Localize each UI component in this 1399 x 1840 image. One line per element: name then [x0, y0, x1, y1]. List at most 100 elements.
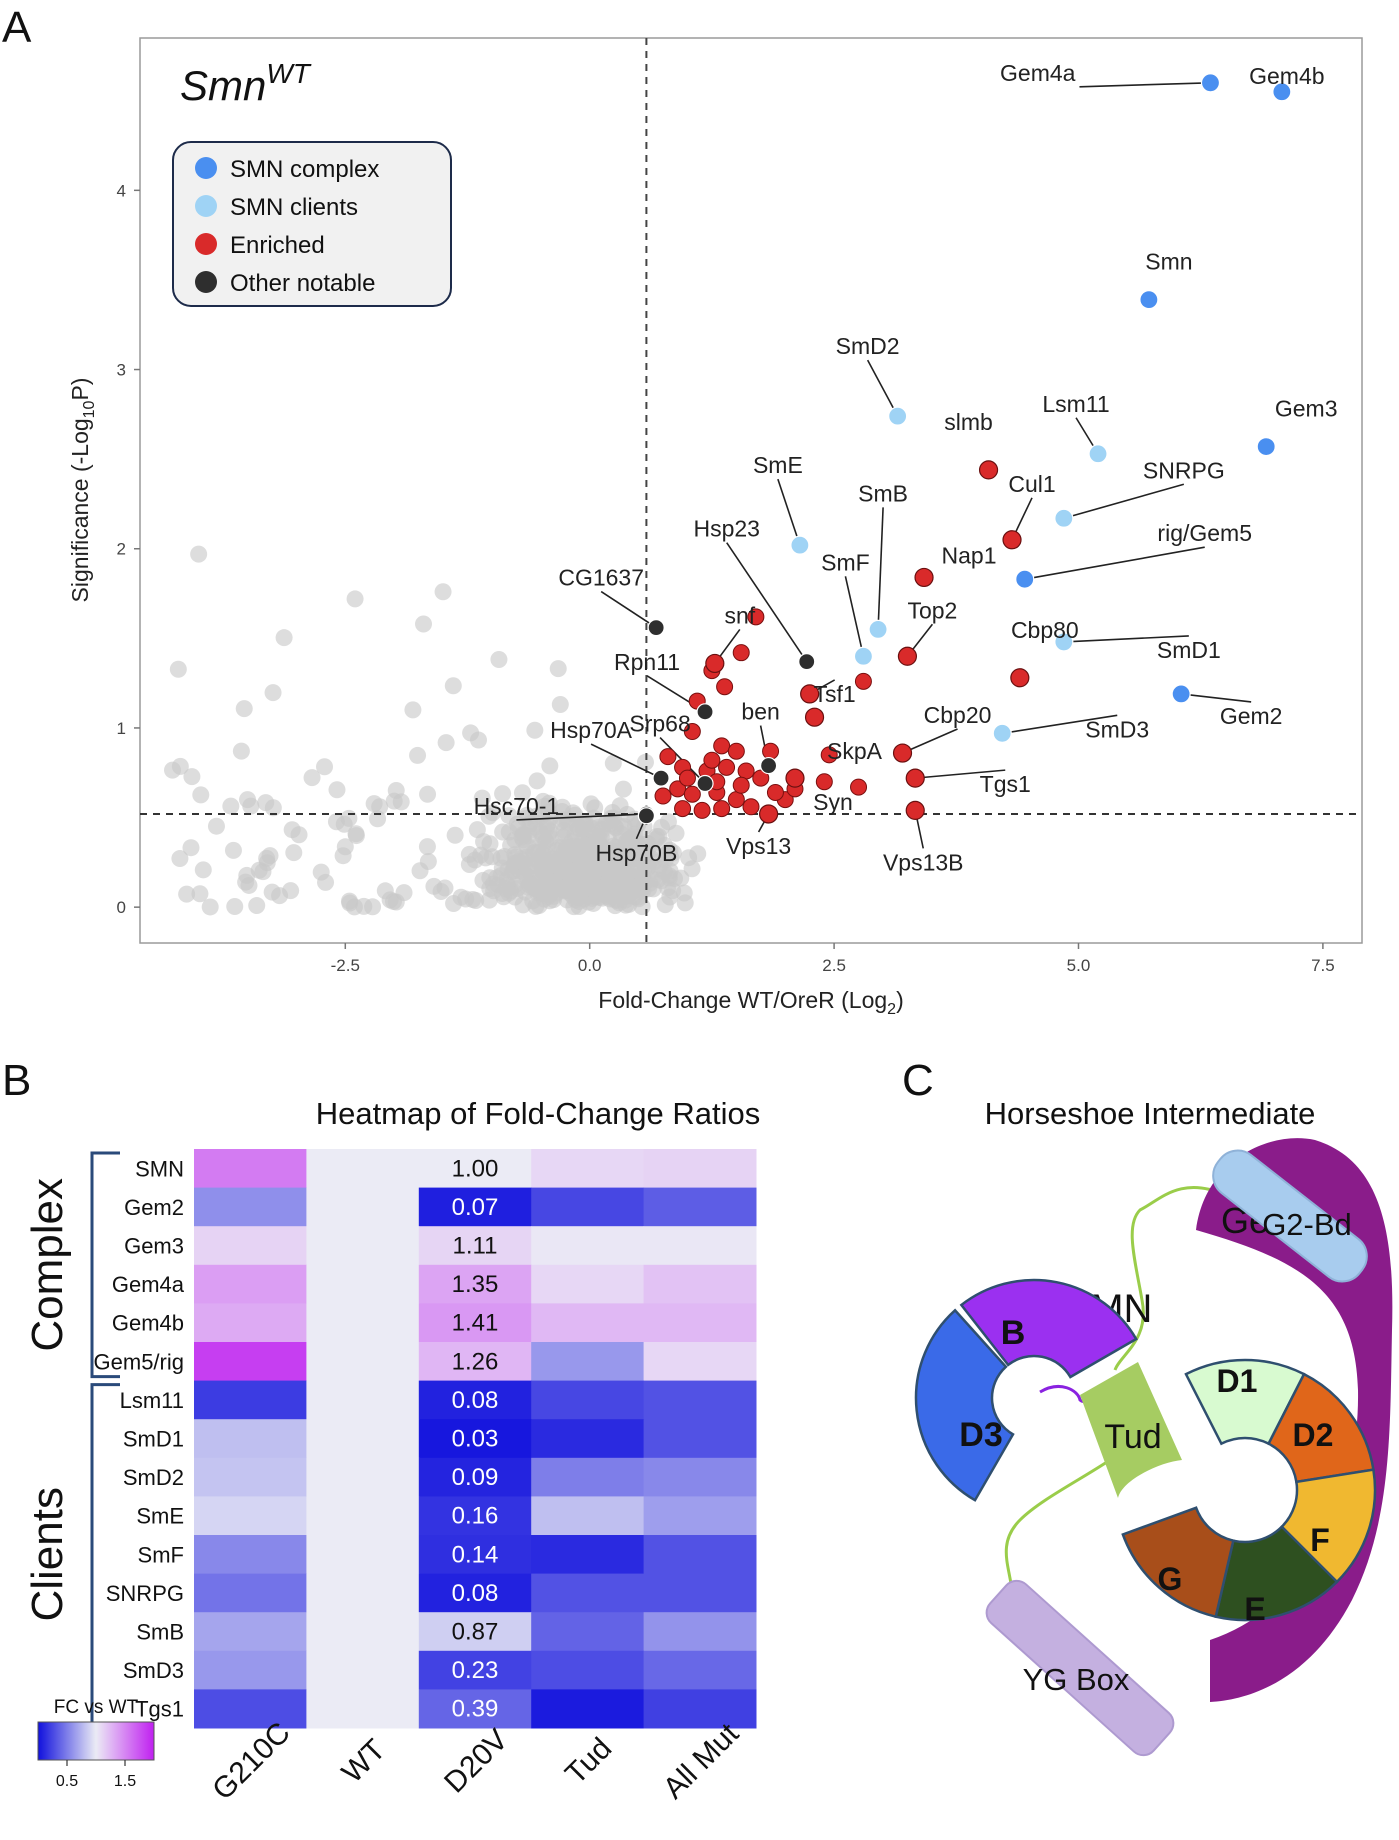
tud-label: Tud	[1104, 1418, 1161, 1456]
x-tick-label: 7.5	[1311, 956, 1335, 975]
f-label: F	[1310, 1522, 1330, 1558]
point-label-cg1637: CG1637	[558, 565, 644, 591]
heatmap-cell	[418, 1573, 532, 1613]
heatmap-value-label: 0.39	[452, 1696, 499, 1723]
enriched-point	[727, 791, 745, 809]
heatmap-column-label: D20V	[438, 1723, 514, 1799]
background-point	[593, 821, 611, 839]
background-point	[527, 875, 545, 893]
background-point	[490, 651, 508, 669]
enriched-point	[674, 800, 692, 818]
heatmap-cell	[418, 1650, 532, 1690]
group-label: Clients	[23, 1487, 72, 1622]
point-vps13	[758, 804, 779, 824]
background-point	[190, 545, 208, 563]
heatmap-cell	[306, 1457, 420, 1497]
heatmap-cell	[418, 1612, 532, 1652]
heatmap-cell	[306, 1535, 420, 1575]
plot-title: SmnWT	[180, 58, 312, 109]
g-label: G	[1158, 1561, 1183, 1597]
background-point	[303, 769, 321, 787]
heatmap-cells	[194, 1149, 757, 1729]
point-label-srp68: Srp68	[629, 711, 690, 737]
background-point	[432, 882, 450, 900]
enriched-point	[732, 644, 750, 662]
background-point	[659, 813, 677, 831]
background-point	[502, 836, 520, 854]
g2bd-shape	[1212, 1149, 1368, 1283]
background-point	[481, 880, 499, 898]
x-tick-label: 2.5	[822, 956, 846, 975]
background-point	[409, 746, 427, 764]
heatmap-cell	[643, 1689, 757, 1729]
point-label-smd3: SmD3	[1085, 716, 1149, 742]
enriched-point	[718, 758, 736, 776]
heatmap-value-label: 1.11	[453, 1233, 498, 1260]
enriched-point	[820, 746, 838, 764]
background-point	[540, 794, 558, 812]
background-point	[648, 827, 666, 845]
point-label-snrpg: SNRPG	[1143, 457, 1225, 483]
background-point	[191, 885, 209, 903]
point-cg1637	[647, 618, 665, 637]
enriched-point	[683, 723, 701, 741]
point-cbp80	[1010, 668, 1030, 688]
heatmap-cell	[418, 1457, 532, 1497]
enriched-point	[654, 787, 672, 805]
enriched-points	[654, 608, 872, 819]
heatmap-cell	[306, 1303, 420, 1343]
group-bracket	[90, 1383, 120, 1726]
heatmap-row-label: Gem2	[124, 1195, 184, 1220]
background-point	[226, 898, 244, 916]
heatmap-cell	[194, 1496, 307, 1536]
heatmap-row-label: Gem5/rig	[94, 1349, 184, 1374]
background-point	[207, 817, 225, 835]
point-label-cul1: Cul1	[1008, 471, 1055, 497]
group-bracket	[90, 1151, 120, 1379]
background-point	[633, 898, 651, 916]
panel-letter-a: A	[2, 3, 32, 52]
heatmap-cell	[194, 1187, 307, 1227]
background-point	[248, 897, 266, 915]
label-leader-lines	[516, 82, 1252, 849]
volcano-plot: -2.5 0.0 2.5 5.0 7.5 0 1 2 3 4 Gem4a Gem4b Smn Gem3…	[67, 37, 1363, 1018]
point-label-hsp23: Hsp23	[693, 516, 759, 542]
heatmap-column-label: G210C	[206, 1716, 297, 1807]
heatmap-cell	[418, 1149, 532, 1189]
colorbar-tick-label: 1.5	[114, 1773, 136, 1790]
point-label-rpn11: Rpn11	[614, 649, 680, 675]
point-rpn11	[696, 703, 714, 721]
heatmap-row-label: SmE	[136, 1504, 184, 1529]
background-point	[494, 823, 512, 841]
background-point	[336, 838, 354, 856]
heatmap-row-label: SmD2	[123, 1465, 184, 1490]
heatmap-value-label: 0.03	[452, 1426, 499, 1453]
enriched-point	[766, 783, 784, 801]
heatmap-value-labels: 1.00 0.07 1.11 1.35 1.41 1.26 0.08 0.03 0.09 0.16…	[452, 1155, 499, 1722]
point-label-tgs1: Tgs1	[980, 771, 1031, 797]
colorbar-title: FC vs WT	[54, 1697, 139, 1718]
point-tgs1	[905, 768, 925, 788]
point-label-smd1: SmD1	[1157, 637, 1221, 663]
point-label-tsf1: Tsf1	[814, 681, 856, 707]
background-point	[237, 873, 255, 891]
heatmap-cell	[418, 1380, 532, 1420]
background-point	[619, 831, 637, 849]
heatmap-group-brackets: Complex Clients	[23, 1151, 120, 1726]
background-point	[446, 826, 464, 844]
point-smn	[1139, 290, 1159, 310]
enriched-point	[747, 608, 765, 626]
heatmap-value-label: 1.26	[452, 1348, 499, 1375]
heatmap-cell	[643, 1535, 757, 1575]
sm-segment-e	[1214, 1525, 1339, 1622]
heatmap-cell	[418, 1496, 532, 1536]
background-point	[636, 753, 654, 771]
x-tick-label: -2.5	[331, 956, 360, 975]
heatmap-cell	[531, 1612, 645, 1652]
heatmap-cell	[306, 1650, 420, 1690]
leader-line-cg1637	[600, 590, 657, 629]
b-label: B	[1001, 1314, 1026, 1352]
background-point	[169, 660, 187, 678]
leader-line-smd1	[1063, 635, 1189, 643]
background-point	[317, 873, 335, 891]
